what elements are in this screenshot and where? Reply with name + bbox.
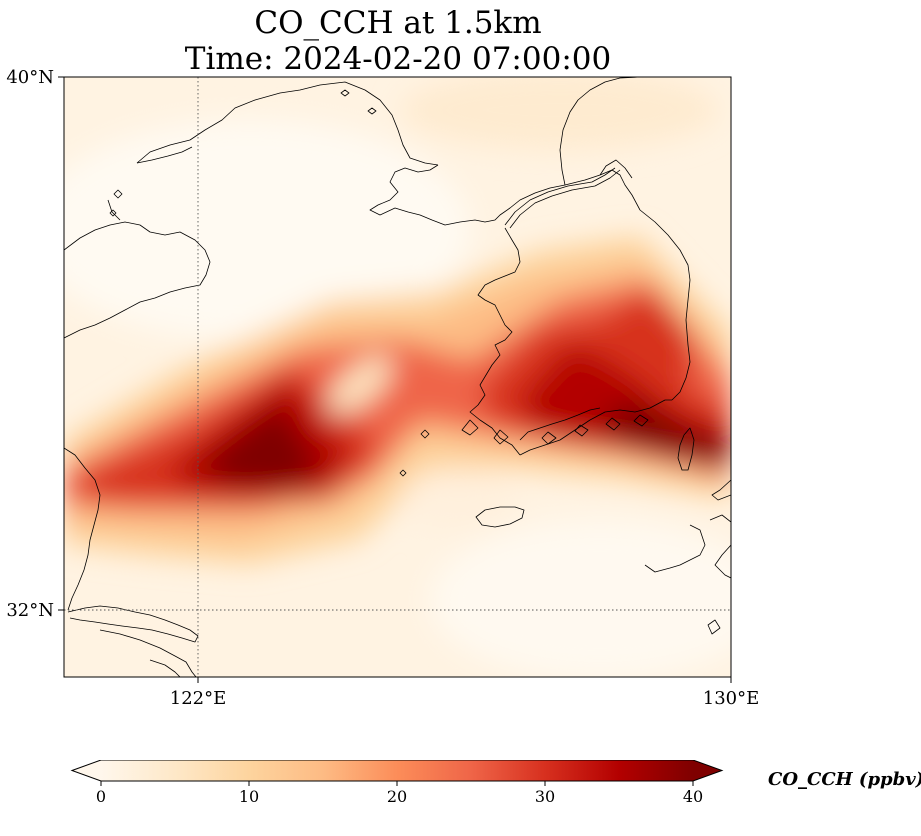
colorbar-tick-label: 20 bbox=[387, 787, 407, 806]
colorbar-extend-max bbox=[693, 760, 722, 781]
co-concentration-field bbox=[64, 77, 731, 677]
graticule bbox=[64, 77, 731, 677]
map-figure: 40°N 32°N 122°E 130°E bbox=[6, 67, 760, 709]
lat-label-40: 40°N bbox=[6, 67, 54, 88]
colorbar-label: CO_CCH (ppbv) bbox=[768, 769, 921, 790]
colorbar-extend-min bbox=[72, 760, 101, 781]
map-title-line-1: CO_CCH at 1.5km bbox=[254, 5, 542, 41]
colorbar-gradient bbox=[101, 760, 693, 781]
colorbar: 0 10 20 30 40 bbox=[70, 760, 724, 806]
axis-ticks bbox=[58, 76, 732, 683]
lon-label-122: 122°E bbox=[170, 688, 227, 709]
coastlines bbox=[64, 77, 731, 677]
map-frame bbox=[63, 76, 732, 678]
colorbar-tick-label: 10 bbox=[239, 787, 259, 806]
lat-label-32: 32°N bbox=[6, 600, 54, 621]
colorbar-ticks: 0 10 20 30 40 bbox=[96, 781, 703, 806]
colorbar-tick-label: 30 bbox=[535, 787, 555, 806]
colorbar-tick-label: 0 bbox=[96, 787, 106, 806]
lon-label-130: 130°E bbox=[703, 688, 760, 709]
colorbar-tick-label: 40 bbox=[683, 787, 703, 806]
map-title-line-2: Time: 2024-02-20 07:00:00 bbox=[184, 41, 612, 77]
